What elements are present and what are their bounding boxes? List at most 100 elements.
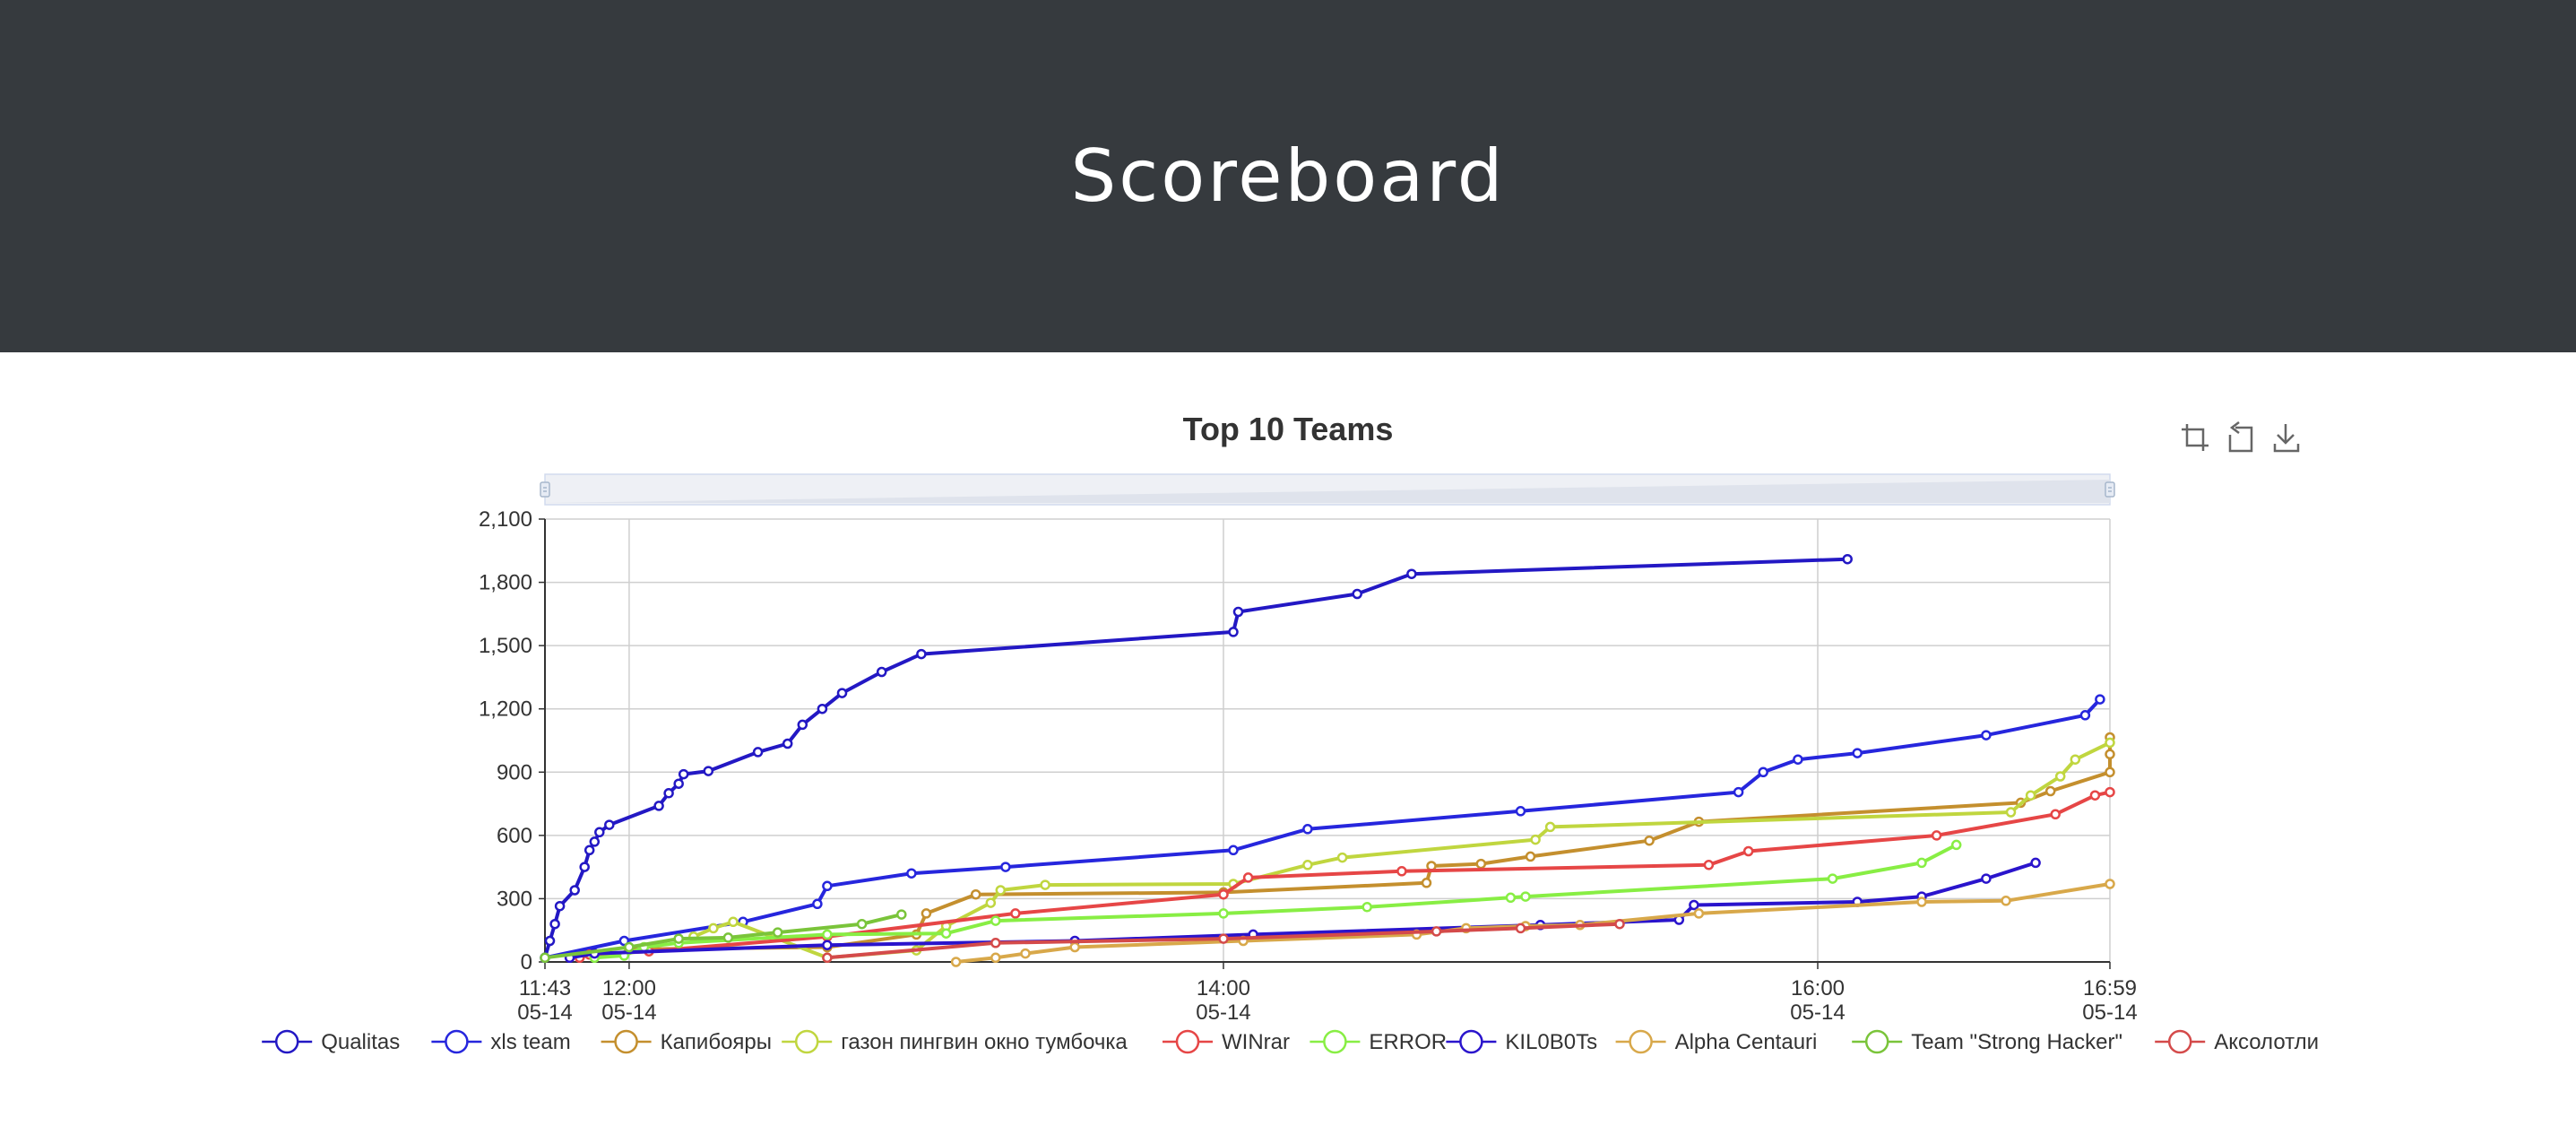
zoom-slider-right-handle[interactable] [2105, 481, 2115, 498]
series-line [594, 843, 1958, 960]
data-point [2105, 749, 2115, 760]
legend-item-8[interactable]: Team "Strong Hacker" [1852, 1029, 2122, 1054]
data-point [995, 885, 1007, 896]
zoom-icon[interactable] [2182, 424, 2209, 451]
data-point [1242, 872, 1254, 883]
legend-marker [1864, 1029, 1889, 1054]
data-point [708, 922, 719, 934]
data-point [782, 738, 793, 749]
data-point [589, 836, 601, 847]
data-point [985, 897, 997, 908]
legend-item-5[interactable]: ERROR [1310, 1029, 1447, 1054]
x-tick-label-date: 05-14 [1790, 1000, 1845, 1025]
legend-item-4[interactable]: WINrar [1163, 1029, 1290, 1054]
legend-item-1[interactable]: xls team [431, 1029, 571, 1054]
legend-label: Team "Strong Hacker" [1911, 1030, 2122, 1054]
data-point [1336, 852, 1348, 863]
legend-marker [274, 1029, 299, 1054]
data-point [836, 688, 848, 698]
data-point [1525, 851, 1536, 862]
data-point [1218, 888, 1229, 900]
zoom-slider-left-handle[interactable] [540, 481, 550, 498]
legend-item-9[interactable]: Аксолотли [2155, 1029, 2319, 1054]
data-point [1232, 606, 1244, 618]
x-tick-label-time: 12:00 [602, 976, 656, 1000]
data-point [579, 862, 590, 872]
legend-item-3[interactable]: газон пингвин окно тумбочка [782, 1029, 1128, 1054]
legend-item-0[interactable]: Qualitas [262, 1029, 400, 1054]
zoom-slider-preview [545, 480, 2110, 503]
data-point [1931, 830, 1942, 841]
y-tick-label: 600 [497, 824, 532, 848]
data-point [990, 952, 1001, 964]
data-point [950, 957, 962, 967]
chart-toolbox [2182, 421, 2300, 453]
zoom-reset-icon[interactable] [2228, 421, 2253, 453]
data-zoom-slider[interactable] [540, 473, 2115, 506]
legend-label: Капибояры [661, 1030, 772, 1054]
x-tick-label-time: 14:00 [1197, 976, 1250, 1000]
data-point [1703, 860, 1715, 870]
data-point [673, 778, 684, 789]
data-point [1981, 730, 1992, 741]
data-point [1020, 948, 1031, 959]
data-point [604, 819, 615, 830]
legend-label: Alpha Centauri [1675, 1030, 1818, 1054]
legend-item-7[interactable]: Alpha Centauri [1615, 1029, 1818, 1054]
legend-label: xls team [490, 1030, 570, 1054]
data-point [2105, 786, 2115, 798]
data-point [673, 933, 684, 944]
data-point [544, 935, 556, 947]
data-point [990, 915, 1001, 926]
legend-item-6[interactable]: KIL0B0Ts [1446, 1029, 1597, 1054]
data-point [822, 929, 833, 940]
data-point [624, 941, 635, 953]
data-point [940, 928, 952, 939]
data-point [2001, 896, 2011, 906]
x-tick-label-time: 16:59 [2083, 976, 2137, 1000]
y-tick-label: 0 [521, 950, 532, 974]
legend: Qualitas xls team Капибояры газон пингвин о… [262, 1029, 2319, 1054]
legend-marker [2167, 1029, 2192, 1054]
data-point [2050, 809, 2061, 820]
series-8 [540, 909, 907, 964]
data-point [728, 916, 739, 928]
legend-marker [1323, 1029, 1347, 1054]
data-point [1693, 908, 1705, 919]
legend-label: KIL0B0Ts [1505, 1030, 1597, 1054]
data-point [1544, 821, 1556, 833]
data-point [2089, 790, 2101, 801]
series-1 [540, 694, 2105, 964]
data-point [1530, 834, 1541, 845]
data-point [1916, 857, 1927, 869]
data-point [703, 766, 714, 776]
y-tick-label: 300 [497, 887, 532, 911]
data-point [1431, 926, 1442, 937]
data-point [722, 932, 734, 943]
legend-label: Аксолотли [2214, 1030, 2319, 1054]
data-point [2044, 785, 2056, 797]
data-point [1352, 588, 1362, 600]
page-title: Scoreboard [1070, 134, 1506, 218]
data-point [1000, 862, 1011, 872]
data-point [1361, 902, 1372, 913]
data-point [812, 898, 823, 910]
legend-marker [794, 1029, 819, 1054]
download-icon[interactable] [2273, 424, 2300, 453]
data-point [1520, 891, 1531, 902]
legend-item-2[interactable]: Капибояры [601, 1029, 772, 1054]
y-tick-label: 2,100 [479, 507, 532, 532]
y-tick-label: 1,500 [479, 634, 532, 658]
data-point [554, 900, 566, 912]
data-point [822, 940, 833, 950]
data-point [817, 703, 828, 715]
data-point [1916, 896, 1927, 907]
data-point [594, 827, 605, 838]
data-point [2079, 710, 2091, 721]
series-line [628, 737, 2112, 951]
data-point [678, 768, 689, 780]
series-5 [589, 839, 1962, 964]
data-point [2005, 807, 2017, 818]
data-point [2025, 790, 2036, 801]
data-point [569, 885, 580, 896]
